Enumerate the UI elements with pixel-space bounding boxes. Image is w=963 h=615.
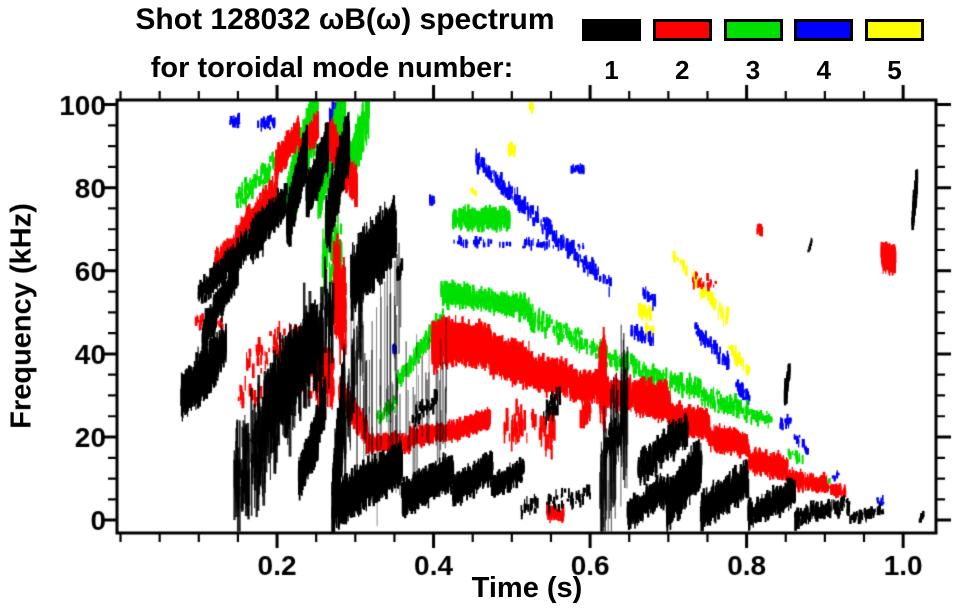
legend-swatch-mode-1 xyxy=(582,19,641,41)
legend-label-mode-2: 2 xyxy=(675,55,690,85)
legend-label-mode-4: 4 xyxy=(816,55,831,85)
legend-swatch-mode-5 xyxy=(865,19,924,41)
legend-swatch-mode-3 xyxy=(723,19,783,41)
mode-number-legend: 1 2 3 4 5 xyxy=(0,0,963,95)
legend-label-mode-1: 1 xyxy=(604,55,619,85)
legend-swatch-mode-2 xyxy=(652,19,712,41)
legend-swatch-mode-4 xyxy=(794,19,854,41)
y-axis-label: Frequency (kHz) xyxy=(5,203,38,429)
legend-label-mode-3: 3 xyxy=(745,55,761,85)
chart-title-line1: Shot 128032 ωB(ω) spectrum xyxy=(135,3,555,36)
x-axis-label: Time (s) xyxy=(471,572,583,604)
legend-label-mode-5: 5 xyxy=(887,55,902,85)
chart-title-line2: for toroidal mode number: xyxy=(150,52,514,84)
